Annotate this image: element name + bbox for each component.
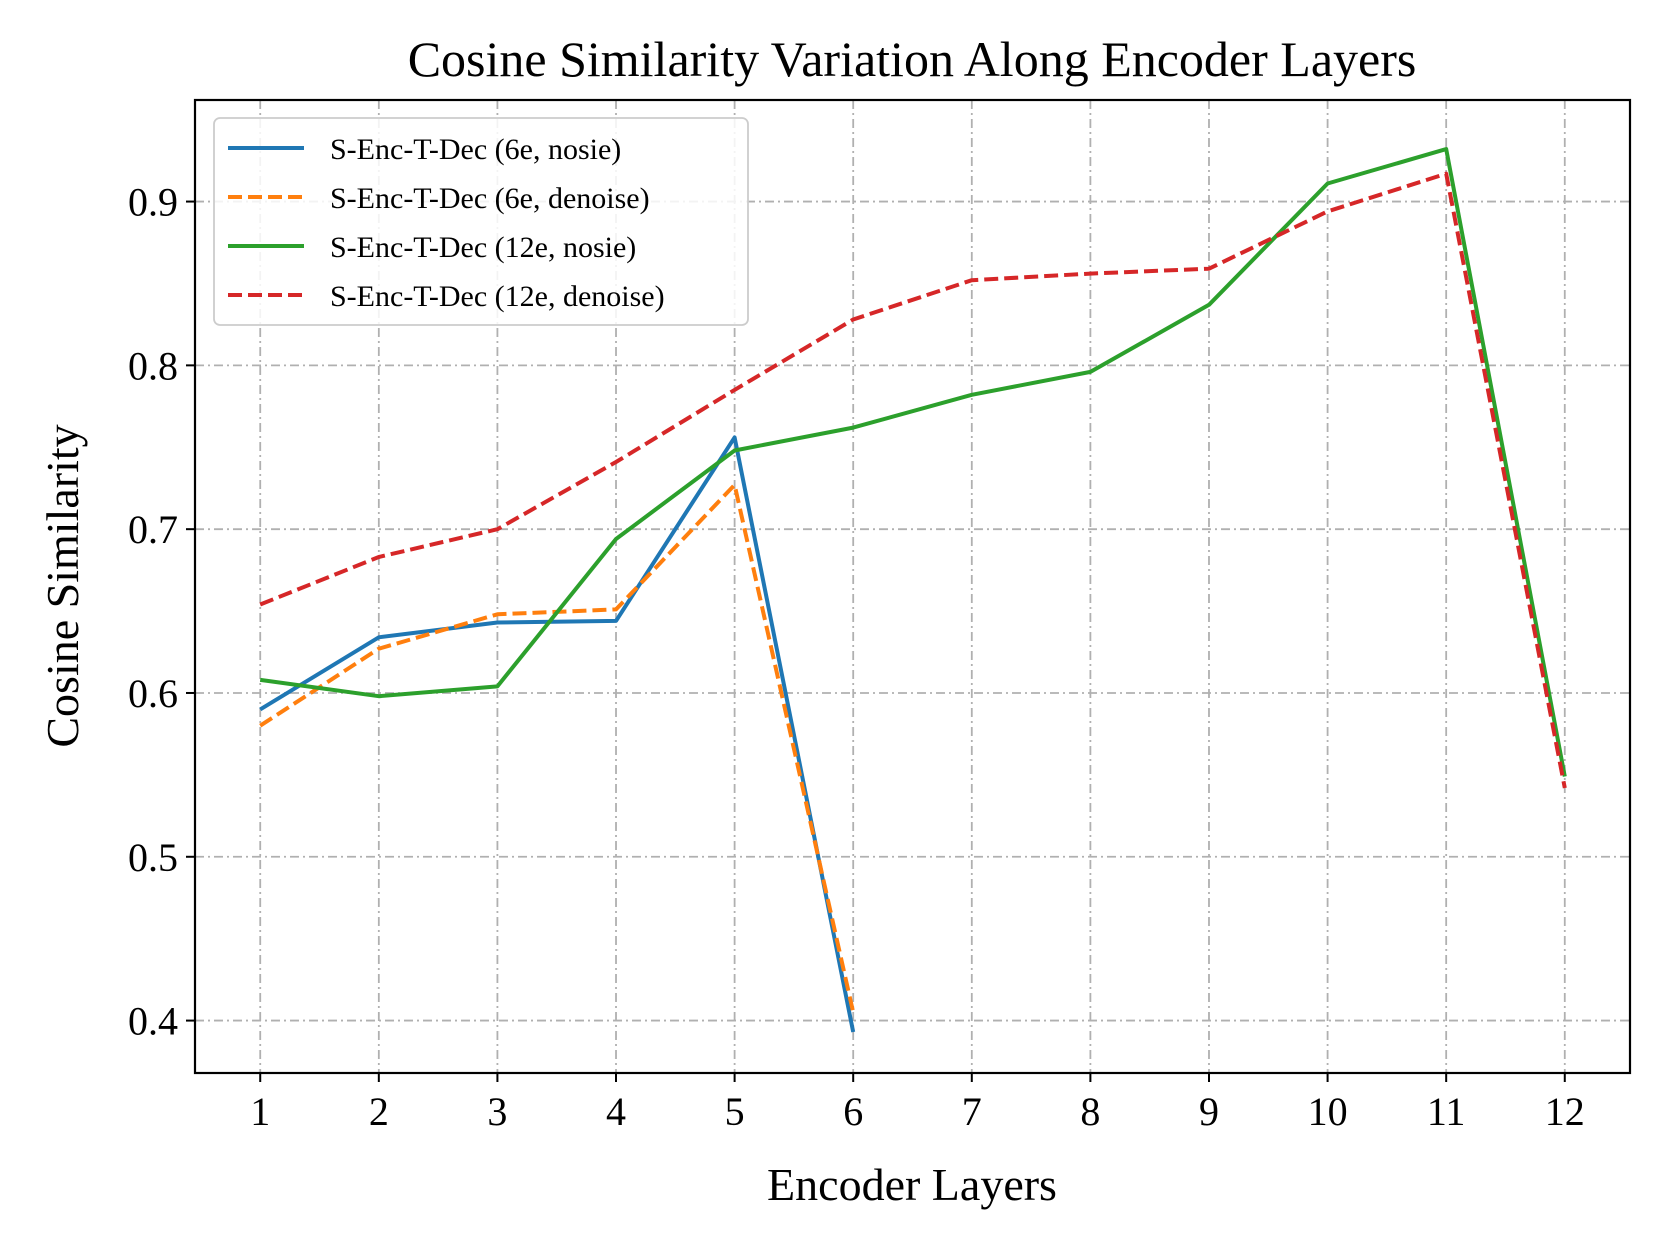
y-tick-label: 0.9 [128,180,178,225]
x-axis-label: Encoder Layers [767,1159,1057,1210]
legend-items: S-Enc-T-Dec (6e, nosie) S-Enc-T-Dec (6e, … [228,133,665,313]
y-tick-label: 0.8 [128,343,178,388]
x-tick-label: 11 [1427,1089,1466,1134]
x-tick-label: 7 [962,1089,982,1134]
y-axis-label: Cosine Similarity [37,424,88,747]
series-lines [259,147,1567,1033]
series-line-2 [259,482,856,1013]
series-line-3 [259,147,1567,777]
y-tick-label: 0.7 [128,507,178,552]
x-tick-label: 9 [1199,1089,1219,1134]
x-tick-label: 2 [369,1089,389,1134]
plot-frame [193,98,1632,1075]
y-axis-ticks: 0.4 0.5 0.6 0.7 0.8 0.9 [128,180,195,1044]
x-tick-label: 5 [725,1089,745,1134]
legend-label-3: S-Enc-T-Dec (12e, nosie) [330,231,636,264]
x-tick-label: 8 [1080,1089,1100,1134]
legend: S-Enc-T-Dec (6e, nosie) S-Enc-T-Dec (6e, … [213,117,749,326]
x-tick-label: 1 [250,1089,270,1134]
x-axis-ticks: 1 2 3 4 5 6 7 8 9 10 11 12 [250,1073,1585,1134]
x-tick-label: 12 [1545,1089,1585,1134]
legend-label-4: S-Enc-T-Dec (12e, denoise) [330,280,665,313]
series-line-1 [259,435,856,1033]
chart-title: Cosine Similarity Variation Along Encode… [408,31,1417,87]
series-line-4 [259,171,1567,789]
grid [195,100,1630,1073]
x-tick-label: 3 [487,1089,507,1134]
legend-label-1: S-Enc-T-Dec (6e, nosie) [330,133,621,166]
x-tick-label: 6 [843,1089,863,1134]
x-tick-label: 4 [606,1089,626,1134]
y-tick-label: 0.6 [128,671,178,716]
y-tick-label: 0.4 [128,999,178,1044]
legend-label-2: S-Enc-T-Dec (6e, denoise) [330,182,650,215]
x-tick-label: 10 [1308,1089,1348,1134]
y-tick-label: 0.5 [128,835,178,880]
legend-box [213,117,749,326]
